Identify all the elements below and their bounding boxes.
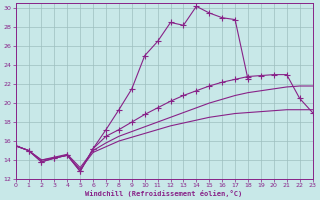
X-axis label: Windchill (Refroidissement éolien,°C): Windchill (Refroidissement éolien,°C) <box>85 190 243 197</box>
